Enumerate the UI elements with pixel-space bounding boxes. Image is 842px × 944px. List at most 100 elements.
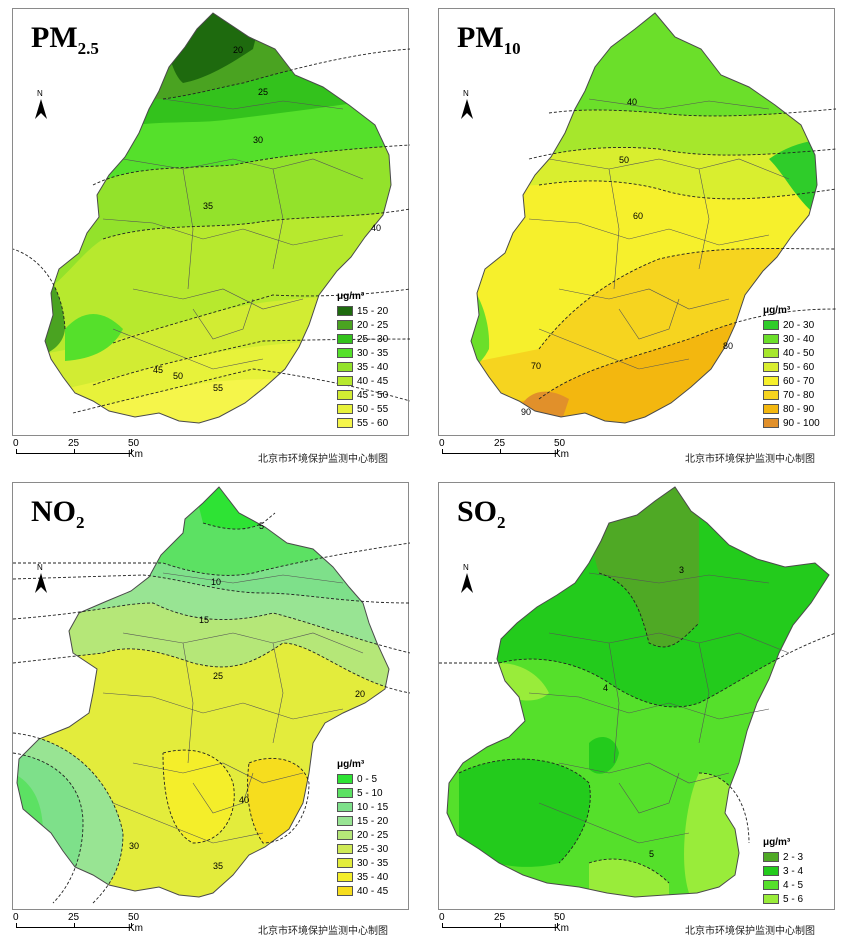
so2-legend-item: 2 - 3 xyxy=(763,850,803,864)
so2-fill-south-5-6 xyxy=(589,859,669,897)
pm10-legend-unit: μg/m³ xyxy=(763,305,791,316)
no2-legend-item: 30 - 35 xyxy=(337,856,388,870)
pm25-legend-item: 20 - 25 xyxy=(337,318,388,332)
pm25-district-lines xyxy=(102,98,364,370)
so2-fill-center-3-4 xyxy=(589,737,619,774)
pm10-contour-label-80: 80 xyxy=(723,341,733,351)
no2-legend-item: 15 - 20 xyxy=(337,814,388,828)
so2-fill-west-3-4 xyxy=(459,759,591,867)
pm10-map: 40 50 60 70 80 90 xyxy=(470,12,836,424)
legend-swatch xyxy=(763,362,779,372)
north-arrow-icon xyxy=(35,99,47,119)
so2-legend: μg/m³ 2 - 3 3 - 4 4 - 5 5 - 6 xyxy=(763,837,803,906)
pm10-scale-bar: 0 25 50 Km xyxy=(439,438,569,460)
pm10-contours xyxy=(528,108,836,400)
legend-swatch xyxy=(337,320,353,330)
no2-contour-label-30: 30 xyxy=(129,841,139,851)
no2-contour-label-20: 20 xyxy=(355,689,365,699)
legend-swatch xyxy=(763,894,779,904)
pm10-legend-item: 80 - 90 xyxy=(763,402,820,416)
no2-map: 5 10 15 20 25 30 35 40 xyxy=(13,486,410,904)
legend-swatch xyxy=(337,788,353,798)
no2-legend-item: 40 - 45 xyxy=(337,884,388,898)
pm10-contour-labels: 40 50 60 70 80 90 xyxy=(521,97,733,417)
legend-swatch xyxy=(763,880,779,890)
pm10-legend: μg/m³ 20 - 30 30 - 40 40 - 50 50 - 60 60… xyxy=(763,305,820,430)
north-letter: N xyxy=(37,89,43,98)
legend-swatch xyxy=(763,852,779,862)
pm10-legend-item: 60 - 70 xyxy=(763,374,820,388)
legend-swatch xyxy=(763,334,779,344)
pm10-contour-label-60: 60 xyxy=(633,211,643,221)
pm25-map: 20 25 30 35 40 45 50 55 xyxy=(13,12,410,424)
legend-swatch xyxy=(337,362,353,372)
pm10-contour-label-70: 70 xyxy=(531,361,541,371)
so2-fill-2-3 xyxy=(589,487,699,647)
pm10-legend-item: 40 - 50 xyxy=(763,346,820,360)
legend-swatch xyxy=(337,886,353,896)
no2-legend-item: 20 - 25 xyxy=(337,828,388,842)
pm10-contour-label-90: 90 xyxy=(521,407,531,417)
so2-contours xyxy=(439,572,836,884)
pm25-legend-item: 35 - 40 xyxy=(337,360,388,374)
no2-district-lines xyxy=(102,572,364,844)
legend-swatch xyxy=(337,306,353,316)
pm25-legend-item: 50 - 55 xyxy=(337,402,388,416)
legend-swatch xyxy=(337,404,353,414)
no2-legend-item: 35 - 40 xyxy=(337,870,388,884)
legend-swatch xyxy=(763,866,779,876)
no2-north-arrow: N xyxy=(33,563,49,597)
north-arrow-icon xyxy=(461,573,473,593)
so2-north-arrow: N xyxy=(459,563,475,597)
pm25-north-arrow: N xyxy=(33,89,49,123)
so2-scale-bar: 0 25 50 Km xyxy=(439,912,569,934)
legend-swatch xyxy=(337,334,353,344)
so2-fill-5-6 xyxy=(684,773,749,893)
no2-fill-35-40 xyxy=(163,750,235,843)
north-arrow-icon xyxy=(35,573,47,593)
so2-legend-unit: μg/m³ xyxy=(763,837,791,848)
so2-legend-item: 5 - 6 xyxy=(763,892,803,906)
legend-swatch xyxy=(337,348,353,358)
pm25-contour-label-25: 25 xyxy=(258,87,268,97)
pm10-map-panel: 40 50 60 70 80 90 PM10 N μg/m³ 20 - 30 3… xyxy=(438,8,836,436)
legend-swatch xyxy=(337,858,353,868)
pm10-legend-item: 20 - 30 xyxy=(763,318,820,332)
no2-map-panel: 5 10 15 20 25 30 35 40 NO2 N μg/m³ 0 - 5… xyxy=(12,482,410,910)
pm10-legend-item: 70 - 80 xyxy=(763,388,820,402)
pm25-legend-item: 40 - 45 xyxy=(337,374,388,388)
so2-contour-label-4: 4 xyxy=(603,683,608,693)
pm10-fill-west-30-40 xyxy=(471,259,490,381)
pm25-legend-item: 30 - 35 xyxy=(337,346,388,360)
so2-map-panel: 3 4 5 SO2 N μg/m³ 2 - 3 3 - 4 4 - 5 5 - … xyxy=(438,482,836,910)
no2-contour-label-15: 15 xyxy=(199,615,209,625)
pm25-legend: μg/m³ 15 - 20 20 - 25 25 - 30 30 - 35 35… xyxy=(337,291,388,430)
legend-swatch xyxy=(337,390,353,400)
pm10-title: PM10 xyxy=(457,21,521,58)
legend-swatch xyxy=(763,320,779,330)
pm10-fill-east-20-30 xyxy=(769,139,817,229)
no2-contour-label-5: 5 xyxy=(259,521,264,531)
legend-swatch xyxy=(337,376,353,386)
legend-swatch xyxy=(337,872,353,882)
no2-legend-item: 0 - 5 xyxy=(337,772,388,786)
no2-fill-40-45 xyxy=(247,758,309,843)
so2-legend-item: 4 - 5 xyxy=(763,878,803,892)
legend-swatch xyxy=(337,830,353,840)
north-arrow-icon xyxy=(461,99,473,119)
no2-legend-item: 10 - 15 xyxy=(337,800,388,814)
pm10-boundary xyxy=(470,12,818,424)
so2-map: 3 4 5 xyxy=(439,486,836,898)
pm25-fill-west-20-25 xyxy=(45,249,65,361)
pm25-legend-item: 25 - 30 xyxy=(337,332,388,346)
no2-legend-item: 25 - 30 xyxy=(337,842,388,856)
pm25-contour-label-20: 20 xyxy=(233,45,243,55)
legend-swatch xyxy=(763,390,779,400)
no2-contour-label-25: 25 xyxy=(213,671,223,681)
legend-swatch xyxy=(337,802,353,812)
so2-credit: 北京市环境保护监测中心制图 xyxy=(685,926,815,937)
no2-legend-item: 5 - 10 xyxy=(337,786,388,800)
pm10-legend-item: 30 - 40 xyxy=(763,332,820,346)
pm25-legend-item: 15 - 20 xyxy=(337,304,388,318)
pm10-north-arrow: N xyxy=(459,89,475,123)
